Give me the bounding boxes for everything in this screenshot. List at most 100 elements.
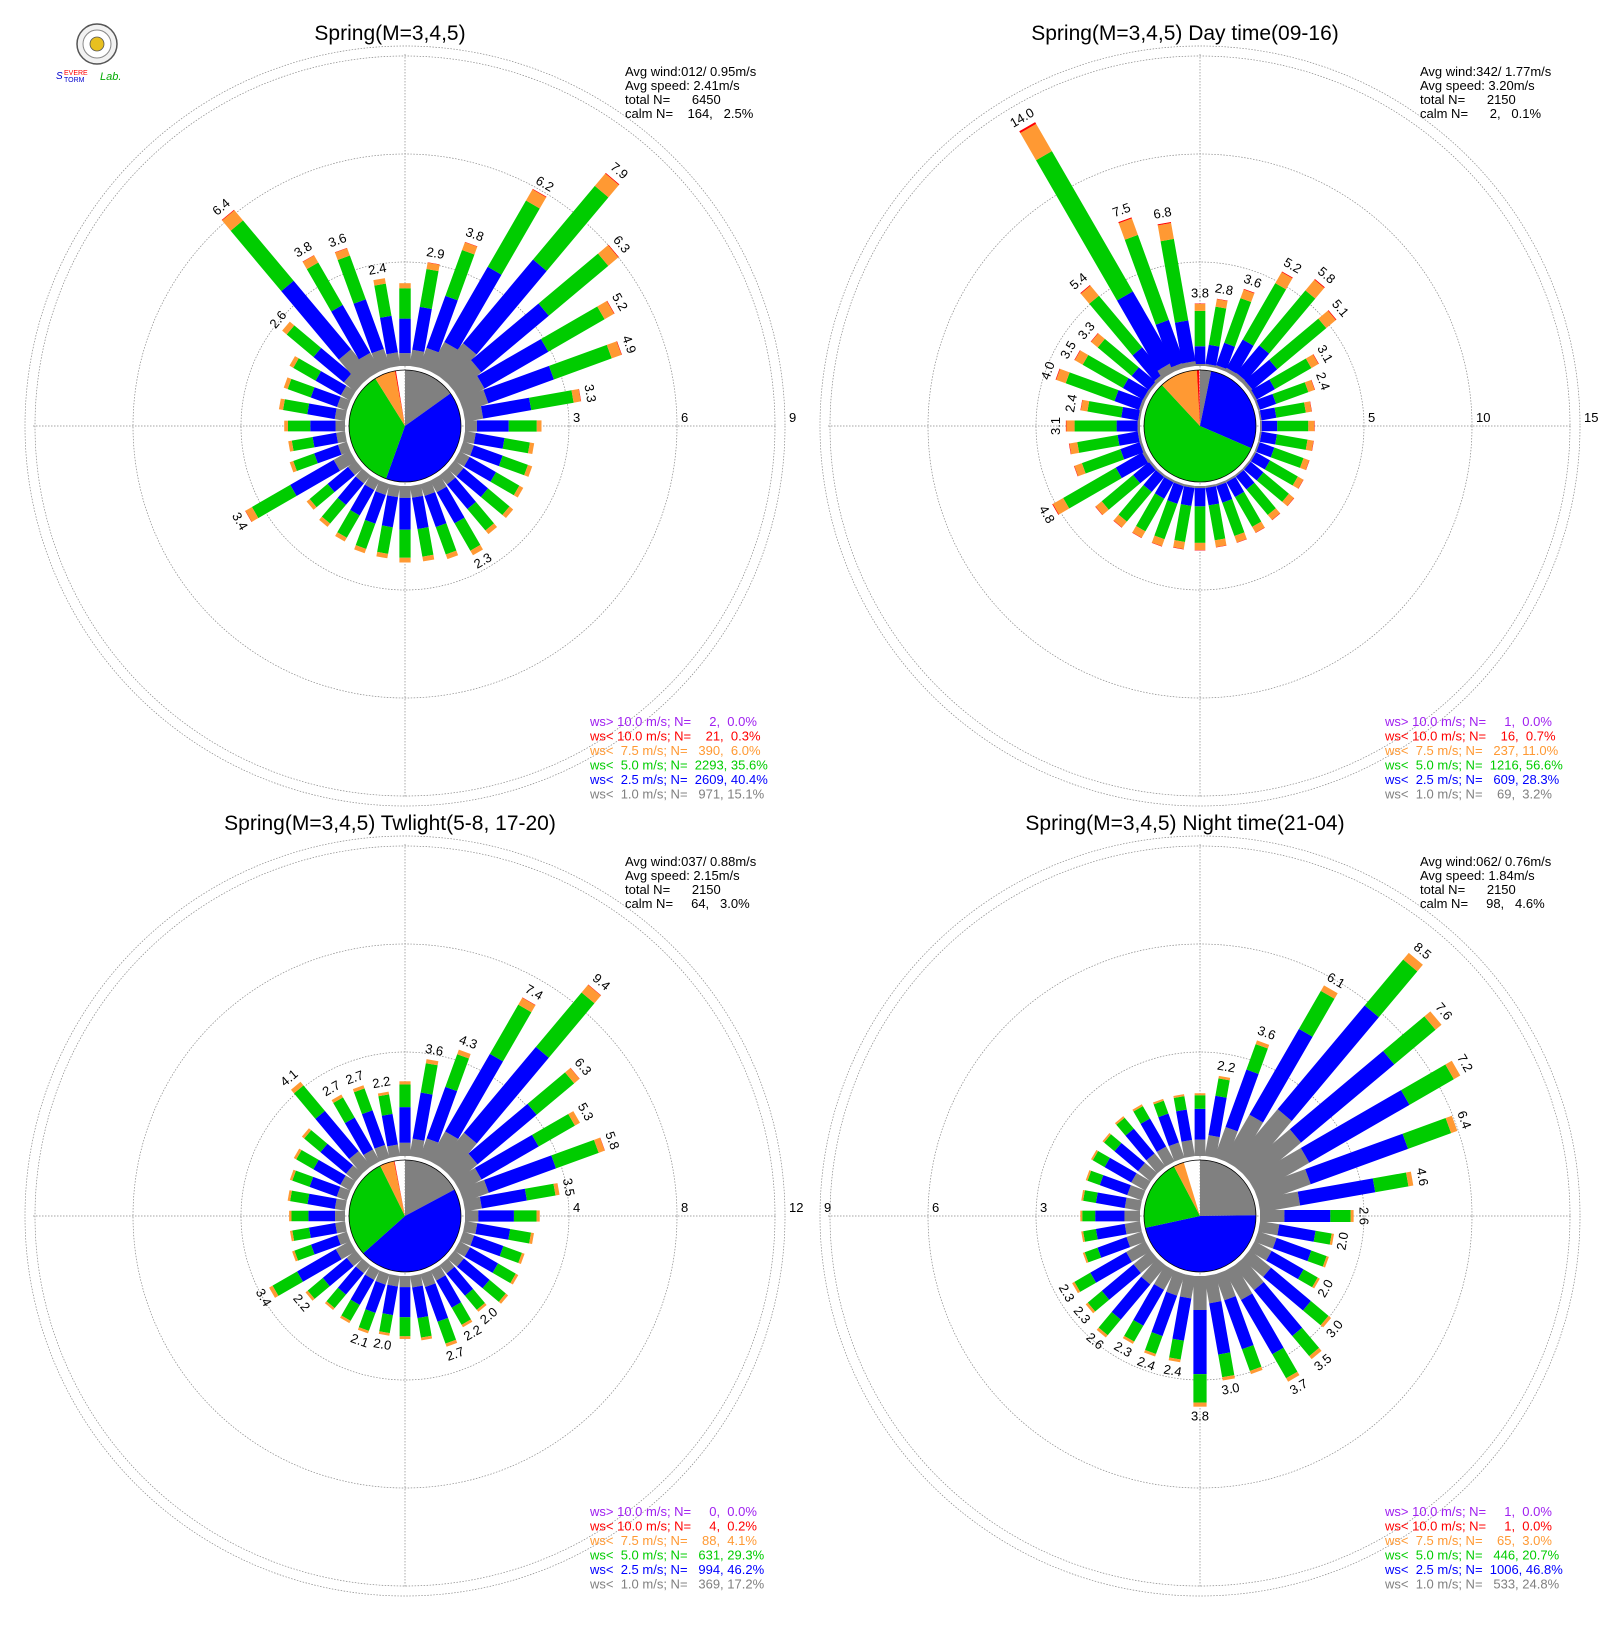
bar-230-lt1: [346, 1250, 363, 1267]
bar-40-lt25: [462, 259, 547, 355]
bar-300-lt25: [1104, 1157, 1137, 1183]
bar-330-lt75: [302, 255, 319, 270]
bar-40-lt1: [1231, 1109, 1292, 1176]
stat-line: Avg speed: 2.15m/s: [625, 868, 740, 883]
bar-110-lt5: [499, 1246, 522, 1263]
bar-100-lt1: [463, 431, 476, 444]
bar-70-lt1: [1253, 1169, 1311, 1204]
pie-slice-lt5: [1144, 1166, 1200, 1228]
bar-30-lt75: [1275, 272, 1293, 290]
pie-slice-lt5: [349, 378, 405, 479]
bar-10-lt1: [1204, 1135, 1220, 1158]
stat-line: total N= 2150: [625, 882, 721, 897]
bar-170-lt25: [412, 1285, 429, 1319]
bar-70-lt75: [606, 341, 622, 359]
bar-280-lt25: [307, 403, 337, 420]
bar-120-lt25: [464, 456, 497, 482]
bar-120-lt1: [454, 451, 470, 467]
bar-220-lt25: [1143, 470, 1165, 492]
bar-80-lt25: [479, 1188, 527, 1209]
legend-entry-lt5: ws< 5.0 m/s; N= 2293, 35.6%: [589, 758, 768, 773]
bar-310-lt5: [1104, 1134, 1122, 1152]
bar-label-270: 3.1: [1048, 417, 1063, 435]
bar-200-lt1: [375, 1270, 390, 1285]
legend-entry-lt75: ws< 7.5 m/s; N= 390, 6.0%: [589, 743, 761, 758]
bar-280-lt1: [334, 1198, 347, 1211]
bar-110-lt5: [1307, 1250, 1327, 1267]
bar-200-lt5: [1154, 500, 1178, 540]
bar-140-lt25: [446, 1266, 474, 1296]
bar-260-lt5: [292, 1227, 311, 1241]
bar-10-lt5: [1215, 1078, 1230, 1098]
bar-130-lt5: [1302, 1301, 1329, 1326]
bar-130-lt1: [447, 1250, 465, 1267]
bar-340-lt75: [1118, 218, 1138, 240]
bar-label-340: 2.7: [343, 1067, 365, 1087]
bar-170-lt75: [1214, 538, 1227, 548]
bar-310-lt75: [301, 1128, 312, 1139]
bar-20-lt75: [457, 1049, 471, 1059]
bar-300-lt1: [1131, 1173, 1151, 1191]
bar-310-lt75: [282, 321, 295, 335]
bar-290-lt25: [309, 1176, 341, 1197]
pie-slice-lt25: [1200, 371, 1256, 449]
bar-330-lt5: [1133, 1106, 1150, 1124]
bar-60-lt75: [568, 1111, 581, 1126]
legend-entry-lt25: ws< 2.5 m/s; N= 994, 46.2%: [589, 1562, 765, 1577]
bar-40-lt5: [1259, 290, 1316, 354]
bar-230-lt25: [1101, 1264, 1141, 1300]
bar-290-lt75: [283, 377, 292, 390]
chart-title: Spring(M=3,4,5) Night time(21-04): [1025, 812, 1344, 835]
bar-label-190: 2.0: [372, 1335, 392, 1353]
bar-label-10: 2.2: [1216, 1058, 1236, 1076]
ring-5: [1035, 261, 1365, 591]
bar-190-lt5: [1174, 504, 1192, 543]
bar-150-lt1: [1224, 1264, 1253, 1300]
bar-80-lt5: [1274, 402, 1306, 418]
bar-100-lt1: [463, 1221, 478, 1234]
svg-text:TORM: TORM: [64, 77, 85, 84]
bar-10-lt75: [425, 1059, 439, 1066]
bar-350-lt25: [1176, 1109, 1193, 1142]
bar-160-lt75: [1249, 1366, 1263, 1375]
pie-slice-lt10: [1196, 370, 1200, 426]
bar-170-lt75: [422, 554, 435, 562]
bar-330-lt75: [331, 1094, 343, 1103]
bar-260-lt1: [335, 1221, 347, 1234]
bar-260-lt25: [1117, 431, 1140, 446]
bar-320-lt25: [1132, 347, 1164, 382]
bar-60-lt25: [474, 1134, 539, 1180]
bar-320-lt5: [1116, 1117, 1134, 1136]
bar-80-lt5: [529, 390, 574, 411]
bar-10-lt25: [412, 1092, 433, 1141]
bar-250-lt5: [1081, 449, 1125, 474]
bar-150-lt75: [1252, 521, 1265, 533]
bar-190-lt5: [377, 525, 393, 554]
bar-330-lt5: [1036, 151, 1133, 301]
bar-100-lt75: [529, 1232, 534, 1244]
bar-260-lt1: [1124, 1221, 1142, 1235]
bar-20-lt5: [1224, 298, 1252, 347]
bar-230-lt1: [347, 460, 363, 476]
bar-120-lt1: [454, 1241, 471, 1257]
bar-70-lt25: [1305, 1133, 1409, 1185]
bar-240-lt75: [1052, 497, 1070, 515]
bar-130-lt75: [1282, 493, 1294, 507]
bar-50-lt75: [598, 245, 619, 266]
bar-80-lt25: [1259, 407, 1277, 421]
stat-line: Avg wind:012/ 0.95m/s: [625, 64, 757, 79]
bar-120-lt5: [490, 472, 520, 496]
pie-slice-lt75: [1161, 370, 1200, 426]
bar-330-lt25: [1140, 1118, 1167, 1152]
bar-label-350: 2.2: [371, 1073, 391, 1091]
bar-340-lt1: [371, 348, 391, 372]
bar-label-70: 6.4: [1454, 1109, 1474, 1131]
bar-150-lt25: [1226, 476, 1245, 498]
bar-130-lt25: [456, 1258, 490, 1289]
bar-340-lt75: [1152, 1098, 1164, 1105]
stat-line: total N= 2150: [1420, 882, 1516, 897]
bar-130-lt25: [456, 467, 489, 497]
stat-line: calm N= 2, 0.1%: [1420, 106, 1541, 121]
bar-100-lt25: [1259, 431, 1277, 445]
bar-300-lt75: [1074, 350, 1089, 365]
